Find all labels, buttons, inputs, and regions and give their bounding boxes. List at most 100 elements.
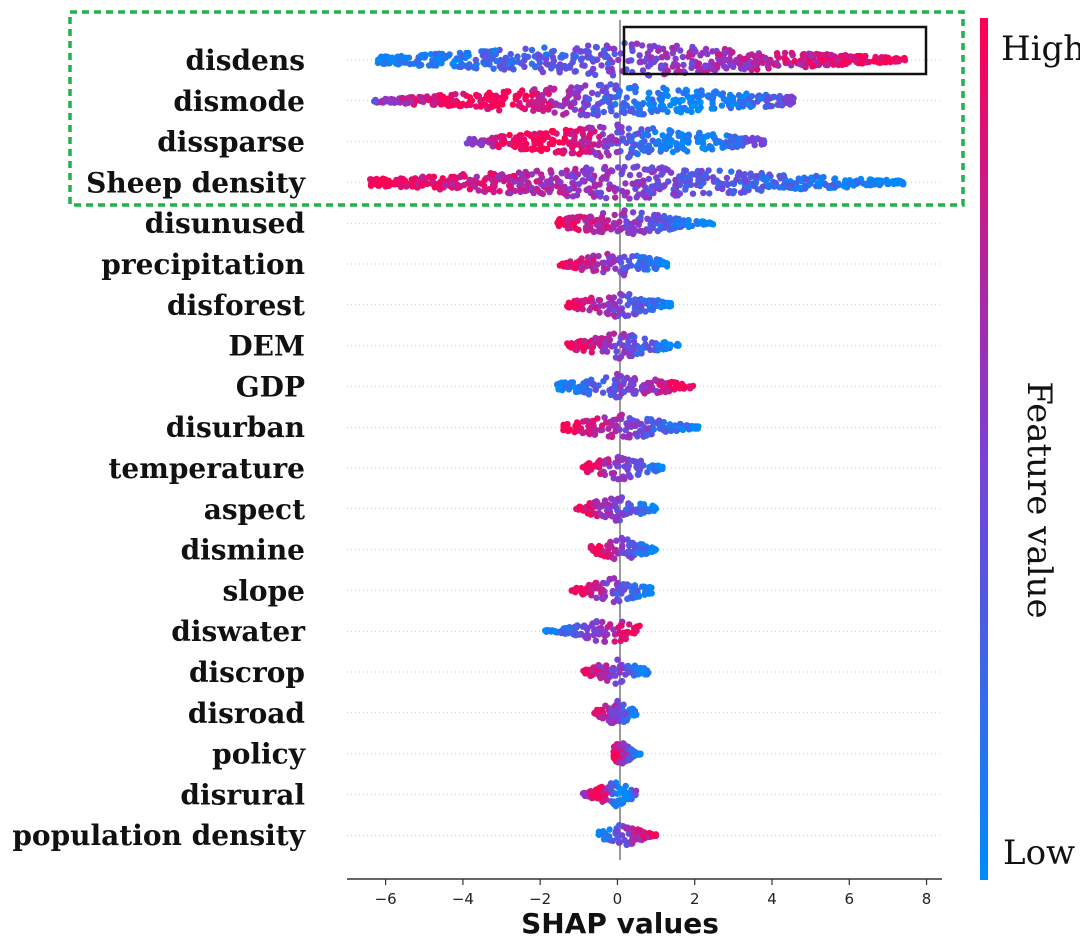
shap-point [535,93,542,100]
shap-point [583,380,591,387]
shap-point [574,302,581,309]
shap-point [548,48,556,55]
shap-point [776,92,783,100]
shap-point [484,105,491,113]
shap-point [632,149,640,157]
feature-label: disdens [186,44,306,77]
shap-point [620,717,628,724]
shap-point [585,460,592,467]
shap-point [673,106,680,113]
shap-point [659,106,666,113]
shap-point [639,67,647,74]
shap-point [605,294,613,301]
shap-point [658,171,665,178]
shap-point [588,667,595,674]
shap-point [642,264,649,272]
shap-point [592,637,600,644]
shap-point [616,412,624,420]
shap-point [529,98,536,105]
feature-label: GDP [236,370,305,403]
feature-label: discrop [189,656,305,689]
shap-point [588,175,595,182]
shap-point [579,130,586,138]
shap-point [734,135,742,142]
shap-point [653,174,660,181]
shap-point [641,583,648,590]
shap-point [682,132,689,140]
feature-label: slope [223,574,305,607]
shap-point [605,425,612,432]
shap-point [617,50,624,57]
shap-point [642,588,649,596]
shap-point [537,146,544,154]
shap-point [646,101,653,108]
shap-point [657,222,665,230]
shap-point [574,214,581,221]
shap-point [594,222,601,229]
shap-point [487,170,494,177]
beeswarm-points [367,39,909,848]
shap-point [743,90,750,97]
shap-point [739,101,747,108]
shap-point [587,428,595,435]
shap-point [627,107,634,115]
shap-point [632,584,639,591]
shap-point [565,427,572,434]
shap-point [700,189,707,197]
shap-point [668,378,675,386]
shap-point [685,217,692,224]
shap-point [654,217,661,224]
shap-point [753,173,760,180]
shap-point [403,183,410,190]
shap-point [521,136,528,143]
beeswarm-row [564,290,675,320]
shap-point [604,223,611,230]
shap-point [522,92,530,99]
colorbar-low-label: Low [1003,833,1075,873]
shap-point [831,176,838,183]
shap-point [627,473,634,481]
shap-point [560,111,567,118]
shap-point [621,634,628,642]
shap-point [563,167,570,174]
shap-point [583,468,591,475]
shap-point [597,674,604,682]
shap-point [667,130,674,137]
shap-point [610,416,617,424]
shap-point [658,382,665,389]
feature-label: precipitation [101,248,305,281]
shap-point [598,62,605,69]
shap-point [600,302,607,309]
shap-point [745,183,753,190]
shap-point [706,190,713,197]
shap-point [734,101,741,109]
shap-point [700,218,707,225]
shap-point [682,186,689,193]
shap-point [389,180,397,188]
shap-point [568,171,576,178]
shap-point [486,96,494,104]
beeswarm-row [580,656,652,687]
shap-point [611,187,619,195]
beeswarm-row [554,207,717,238]
shap-point [577,48,584,55]
shap-point [581,169,588,176]
shap-point [727,61,734,69]
shap-point [565,303,572,311]
shap-point [648,164,656,171]
shap-point [491,179,499,186]
shap-point [590,792,598,799]
shap-point [698,87,705,94]
shap-point [675,67,682,74]
feature-label: disrural [180,778,305,811]
shap-point [619,104,626,111]
shap-point [588,622,595,629]
shap-point [605,152,612,159]
shap-point [588,89,596,97]
feature-label: dismode [173,85,305,118]
shap-point [637,227,644,235]
shap-point [509,101,517,108]
shap-point [638,42,646,49]
shap-point [608,543,615,550]
